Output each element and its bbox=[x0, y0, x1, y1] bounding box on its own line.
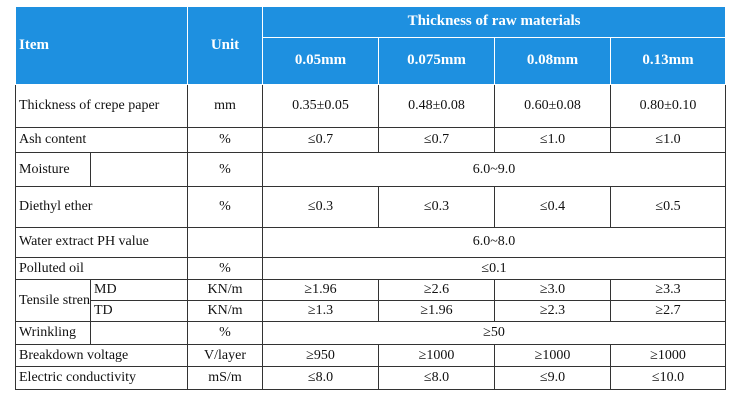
row-label: Ash content bbox=[15, 126, 188, 154]
row-unit: KN/m bbox=[187, 279, 263, 301]
cell-value: ≤1.0 bbox=[609, 126, 727, 154]
cell-value: ≥950 bbox=[262, 343, 379, 368]
row-ash-content: Ash content % ≤0.7 ≤0.7 ≤1.0 ≤1.0 bbox=[15, 126, 727, 154]
empty-cell bbox=[90, 152, 188, 188]
row-unit: mS/m bbox=[187, 366, 263, 390]
cell-value: ≥1000 bbox=[378, 343, 495, 368]
row-label: Thickness of crepe paper bbox=[15, 83, 188, 128]
row-ph-value: Water extract PH value 6.0~8.0 bbox=[15, 227, 727, 258]
row-tensile-md: Tensile strength MD KN/m ≥1.96 ≥2.6 ≥3.0… bbox=[15, 279, 727, 323]
cell-value: ≤0.4 bbox=[494, 186, 611, 229]
header-row-bottom: 0.05mm 0.075mm 0.08mm 0.13mm bbox=[16, 36, 727, 85]
row-wrinkling: Wrinkling % ≥50 bbox=[15, 321, 727, 345]
cell-value: ≤0.5 bbox=[609, 186, 727, 229]
header-thickness-2: 0.075mm bbox=[378, 36, 495, 85]
cell-value: ≤8.0 bbox=[378, 366, 495, 390]
row-label: Electric conductivity bbox=[15, 366, 188, 390]
row-unit: KN/m bbox=[187, 299, 263, 323]
row-unit: % bbox=[187, 186, 263, 229]
header-thickness-title: Thickness of raw materials bbox=[261, 6, 727, 38]
row-label: Breakdown voltage bbox=[15, 343, 188, 368]
cell-value: ≥1000 bbox=[609, 343, 727, 368]
header-thickness-1: 0.05mm bbox=[262, 36, 379, 85]
cell-value: ≥3.0 bbox=[494, 279, 611, 301]
sub-label-md: MD bbox=[90, 279, 188, 301]
cell-value-merged: 6.0~9.0 bbox=[261, 152, 727, 188]
row-polluted-oil: Polluted oil % ≤0.1 bbox=[15, 256, 727, 281]
row-label: Wrinkling bbox=[15, 321, 91, 345]
row-unit: % bbox=[187, 321, 263, 345]
cell-value: ≤8.0 bbox=[262, 366, 379, 390]
cell-value-merged: ≤0.1 bbox=[261, 256, 727, 281]
spec-table: Item Unit Thickness of raw materials 0.0… bbox=[15, 6, 727, 390]
row-unit: mm bbox=[187, 83, 263, 128]
row-label: Water extract PH value bbox=[15, 227, 188, 258]
header-item: Item bbox=[15, 6, 188, 85]
cell-value: ≥1.96 bbox=[262, 279, 379, 301]
cell-value: ≤1.0 bbox=[494, 126, 611, 154]
header-unit: Unit bbox=[187, 6, 263, 85]
cell-value-merged: ≥50 bbox=[261, 321, 727, 345]
cell-value: ≤0.3 bbox=[262, 186, 379, 229]
cell-value: ≤0.7 bbox=[378, 126, 495, 154]
cell-value: 0.48±0.08 bbox=[378, 83, 495, 128]
cell-value-merged: 6.0~8.0 bbox=[261, 227, 727, 258]
cell-value: ≤0.7 bbox=[262, 126, 379, 154]
row-label: Diethyl ether bbox=[15, 186, 188, 229]
row-electric-conductivity: Electric conductivity mS/m ≤8.0 ≤8.0 ≤9.… bbox=[15, 366, 727, 390]
cell-value: ≥2.7 bbox=[609, 299, 727, 323]
cell-value: ≥3.3 bbox=[609, 279, 727, 301]
row-moisture: Moisture % 6.0~9.0 bbox=[15, 152, 727, 188]
row-unit: % bbox=[187, 126, 263, 154]
cell-value: 0.80±0.10 bbox=[609, 83, 727, 128]
row-unit: % bbox=[187, 152, 263, 188]
row-unit: % bbox=[187, 256, 263, 281]
cell-value: ≤9.0 bbox=[494, 366, 611, 390]
empty-cell bbox=[90, 321, 188, 345]
empty-cell bbox=[187, 227, 263, 258]
cell-value: ≥2.3 bbox=[494, 299, 611, 323]
row-label: Moisture bbox=[15, 152, 91, 188]
cell-value: ≥1000 bbox=[494, 343, 611, 368]
row-breakdown-voltage: Breakdown voltage V/layer ≥950 ≥1000 ≥10… bbox=[15, 343, 727, 368]
row-unit: V/layer bbox=[187, 343, 263, 368]
row-tensile-td: TD KN/m ≥1.3 ≥1.96 ≥2.3 ≥2.7 bbox=[16, 299, 727, 323]
row-crepe-thickness: Thickness of crepe paper mm 0.35±0.05 0.… bbox=[15, 83, 727, 128]
cell-value: 0.60±0.08 bbox=[494, 83, 611, 128]
row-diethyl-ether: Diethyl ether % ≤0.3 ≤0.3 ≤0.4 ≤0.5 bbox=[15, 186, 727, 229]
cell-value: ≥2.6 bbox=[378, 279, 495, 301]
row-label-tensile: Tensile strength bbox=[15, 279, 91, 323]
row-label: Polluted oil bbox=[15, 256, 188, 281]
header-thickness-3: 0.08mm bbox=[494, 36, 611, 85]
cell-value: ≤0.3 bbox=[378, 186, 495, 229]
sub-label-td: TD bbox=[90, 299, 188, 323]
header-row-top: Item Unit Thickness of raw materials bbox=[15, 6, 727, 85]
cell-value: 0.35±0.05 bbox=[262, 83, 379, 128]
cell-value: ≤10.0 bbox=[609, 366, 727, 390]
cell-value: ≥1.96 bbox=[378, 299, 495, 323]
cell-value: ≥1.3 bbox=[262, 299, 379, 323]
header-thickness-4: 0.13mm bbox=[609, 36, 727, 85]
